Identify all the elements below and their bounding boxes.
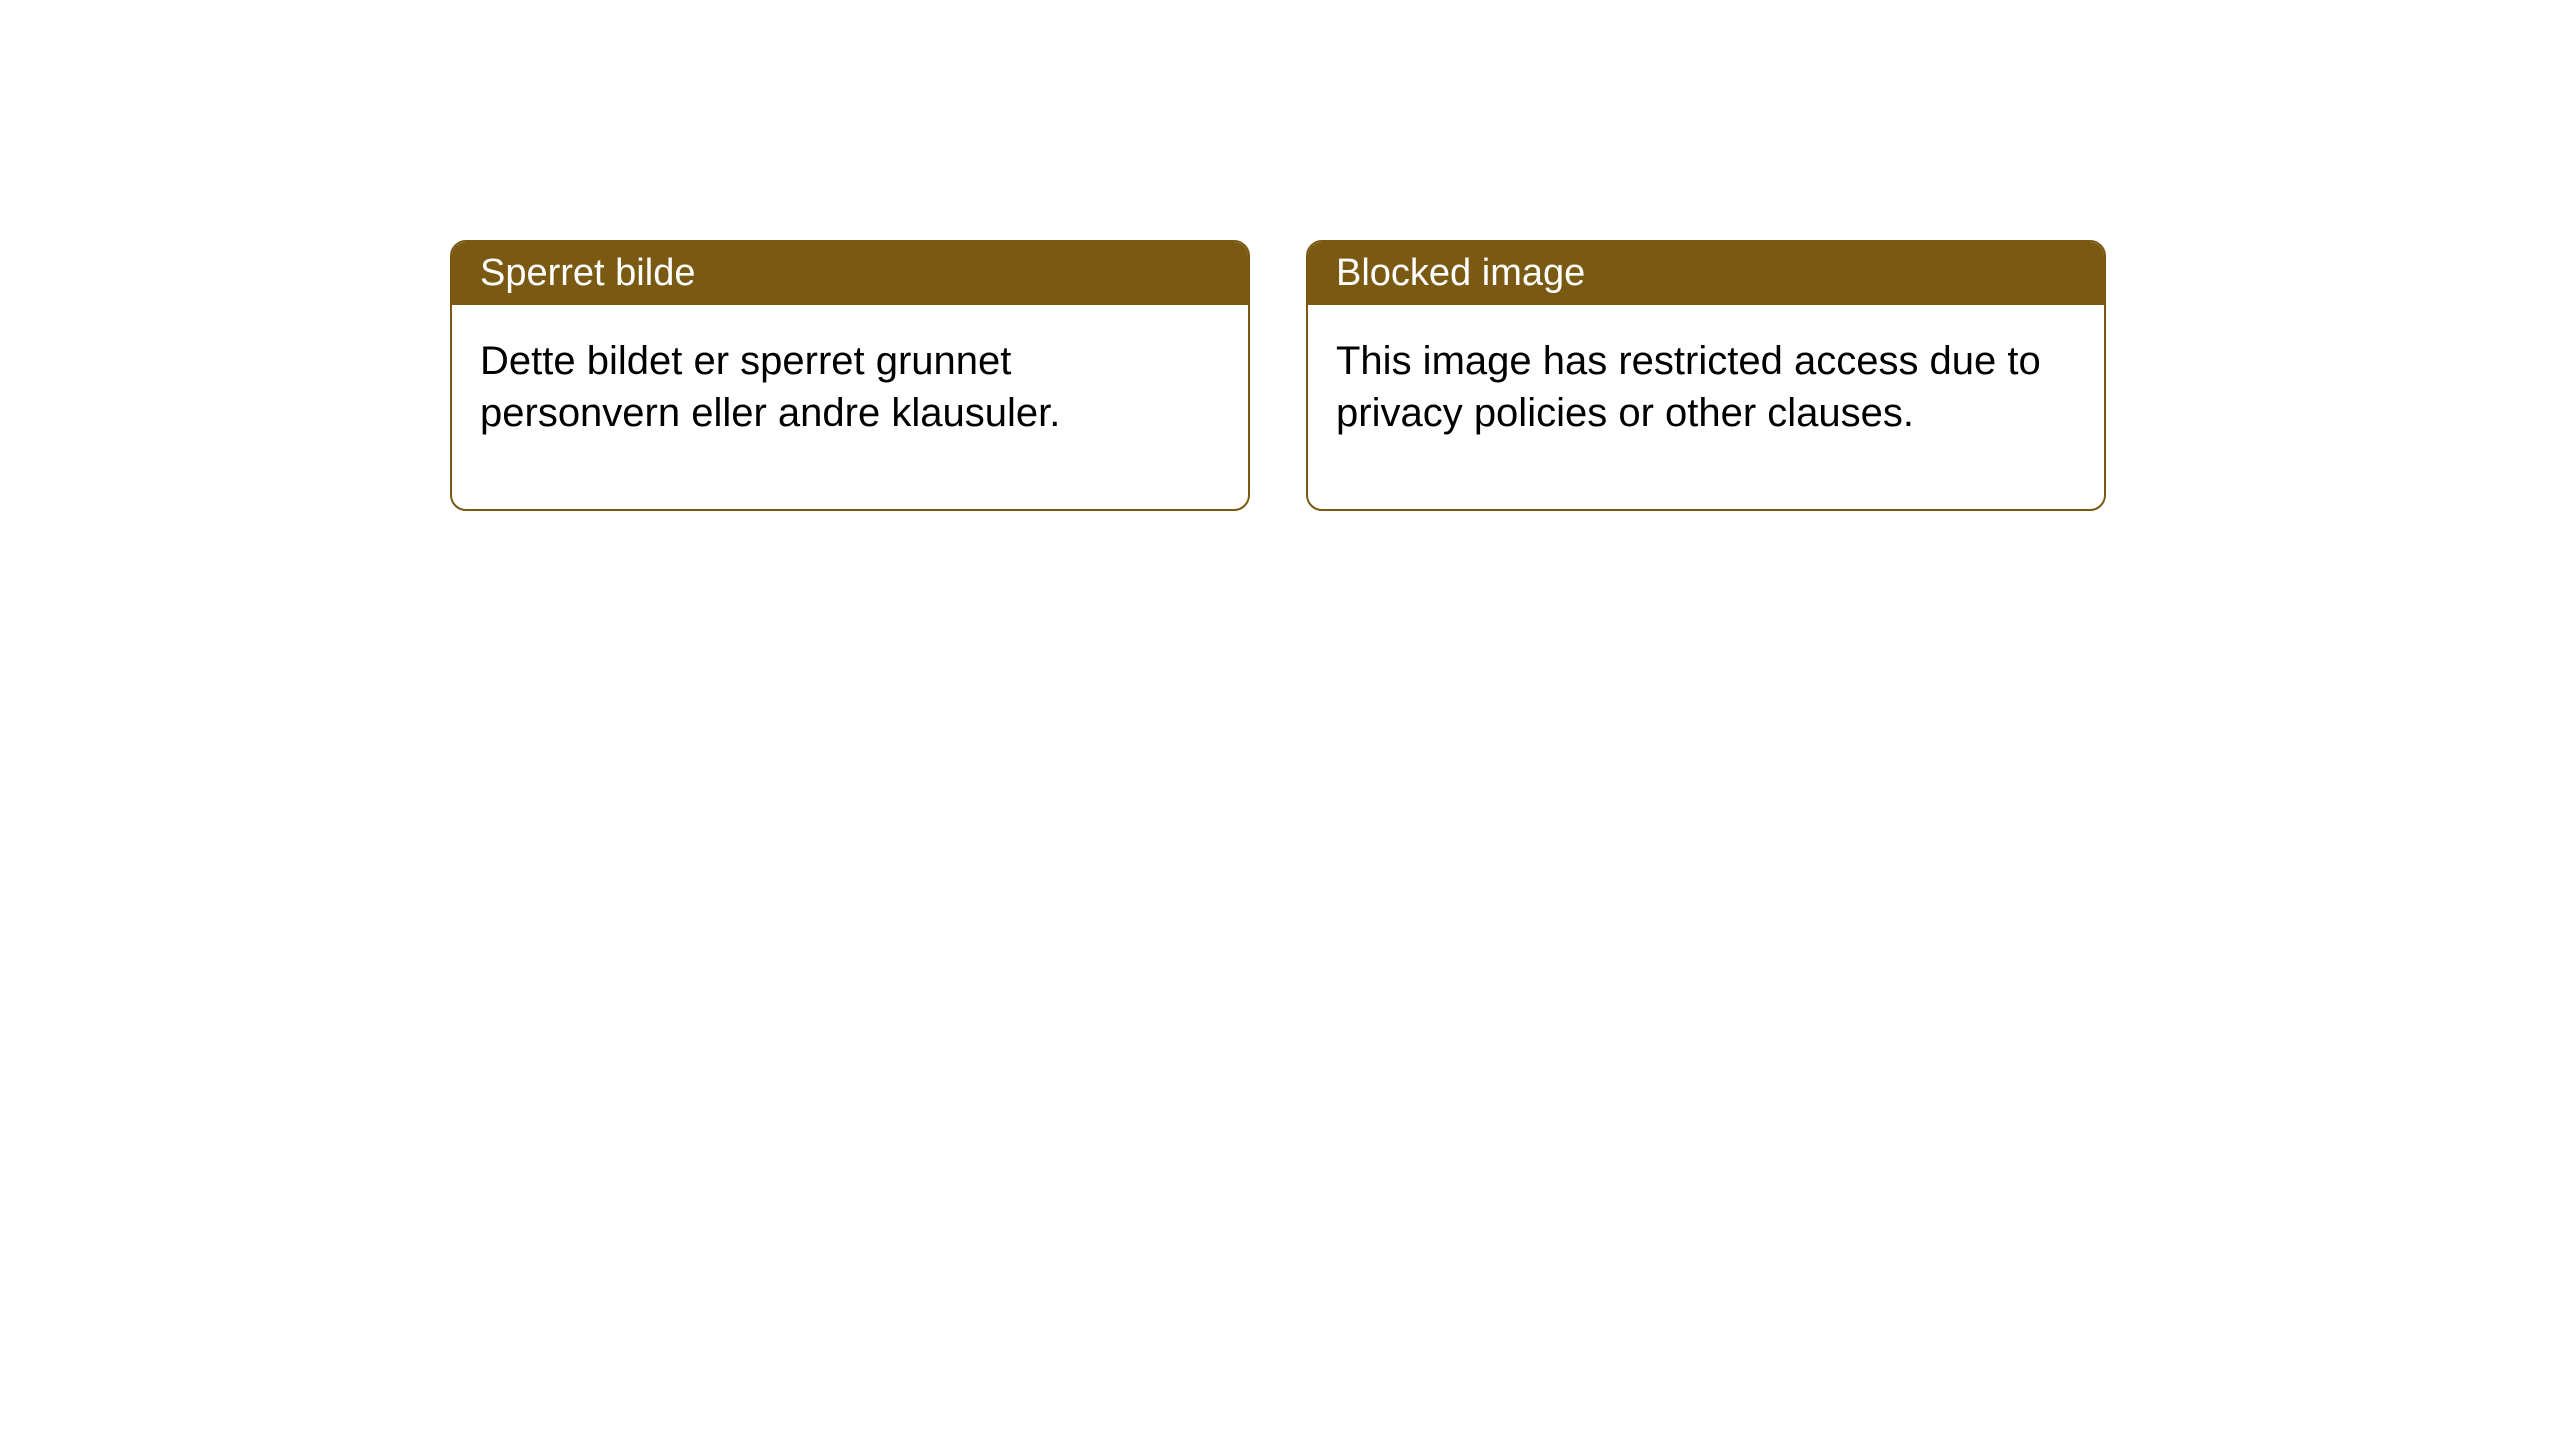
notice-body-text: Dette bildet er sperret grunnet personve… [480, 339, 1060, 435]
notice-card-english: Blocked image This image has restricted … [1306, 240, 2106, 511]
notice-header: Blocked image [1308, 242, 2104, 305]
notice-body-text: This image has restricted access due to … [1336, 339, 2041, 435]
notice-card-norwegian: Sperret bilde Dette bildet er sperret gr… [450, 240, 1250, 511]
notice-title: Sperret bilde [480, 252, 695, 294]
notice-container: Sperret bilde Dette bildet er sperret gr… [450, 240, 2106, 511]
notice-header: Sperret bilde [452, 242, 1248, 305]
notice-title: Blocked image [1336, 252, 1585, 294]
notice-body: Dette bildet er sperret grunnet personve… [452, 305, 1248, 509]
notice-body: This image has restricted access due to … [1308, 305, 2104, 509]
